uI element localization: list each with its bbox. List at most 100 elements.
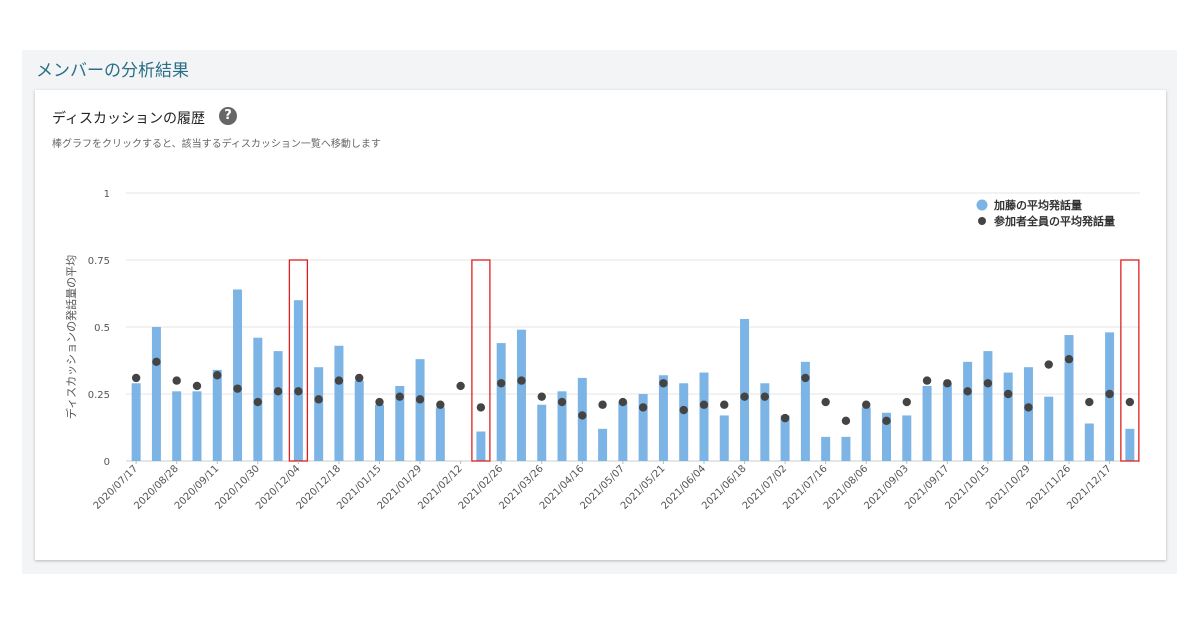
- dot-2021/04/16: [578, 411, 587, 420]
- dot-2021/02/05: [436, 400, 445, 409]
- bar-2021/04/09[interactable]: [557, 391, 567, 461]
- bar-2021/07/30[interactable]: [841, 436, 851, 461]
- bar-2021/04/23[interactable]: [598, 428, 608, 461]
- bar-2021/12/24[interactable]: [1125, 428, 1135, 461]
- bar-2021/05/28[interactable]: [679, 383, 689, 461]
- dot-2021/12/24: [1125, 397, 1135, 407]
- bar-2020/12/04[interactable]: [293, 300, 303, 461]
- y-axis-label: ディスカッションの発話量の平均: [64, 255, 78, 419]
- bar-2021/02/19[interactable]: [476, 431, 486, 461]
- dot-2021/10/29: [1024, 403, 1033, 412]
- bar-2021/06/18[interactable]: [740, 318, 750, 461]
- bar-2021/07/09[interactable]: [800, 361, 810, 461]
- dot-2020/12/04: [294, 387, 303, 396]
- bar-2021/05/07[interactable]: [618, 402, 628, 461]
- bar-2020/09/11[interactable]: [212, 369, 222, 461]
- dot-2021/07/30: [841, 416, 851, 425]
- bar-2021/10/08[interactable]: [963, 361, 973, 461]
- dot-2020/09/04: [192, 381, 202, 391]
- bar-2020/07/17[interactable]: [131, 383, 141, 461]
- dot-2021/12/10: [1085, 397, 1094, 407]
- dot-2021/06/18: [740, 392, 749, 401]
- dot-2020/11/06: [273, 387, 283, 396]
- section-title: メンバーの分析結果: [36, 61, 189, 81]
- bar-2021/08/06[interactable]: [861, 407, 871, 461]
- bar-2021/02/26[interactable]: [496, 343, 506, 461]
- bar-2021/05/21[interactable]: [658, 375, 668, 461]
- bar-2021/06/25[interactable]: [760, 383, 770, 461]
- bar-2021/12/10[interactable]: [1084, 423, 1094, 461]
- legend-bar-label: 加藤の平均発話量: [993, 198, 1082, 212]
- dot-2020/07/24: [152, 357, 161, 367]
- dot-2021/09/03: [902, 397, 911, 407]
- bar-2020/11/06[interactable]: [273, 351, 283, 461]
- bar-2021/09/17[interactable]: [942, 383, 952, 461]
- dot-2021/05/07: [618, 397, 628, 407]
- dot-2021/06/25: [760, 392, 770, 401]
- dot-2021/11/26: [1064, 354, 1074, 364]
- bar-2021/01/15[interactable]: [375, 404, 384, 461]
- dot-2021/02/19: [476, 403, 486, 412]
- bar-2021/06/04[interactable]: [699, 372, 709, 461]
- dot-2020/12/11: [314, 395, 323, 404]
- bar-2021/10/29[interactable]: [1023, 367, 1033, 461]
- dot-2020/12/18: [334, 376, 344, 385]
- dot-2020/09/11: [213, 371, 222, 380]
- discussion-history-card: [35, 90, 1166, 560]
- dot-2021/01/29: [415, 395, 425, 404]
- question-circle-icon[interactable]: ?: [219, 107, 237, 125]
- bar-2021/05/14[interactable]: [638, 394, 648, 461]
- bar-2021/10/22[interactable]: [1003, 372, 1013, 461]
- dot-2021/05/21: [659, 379, 668, 388]
- legend-dot-swatch: [978, 217, 986, 225]
- legend-bar-swatch: [976, 199, 988, 211]
- bar-2021/02/05[interactable]: [435, 407, 445, 461]
- dot-2021/08/27: [882, 416, 891, 425]
- bar-2020/12/18[interactable]: [334, 345, 344, 461]
- dot-2021/11/05: [1044, 360, 1053, 369]
- dot-2021/06/04: [699, 400, 709, 409]
- bar-2021/07/16[interactable]: [821, 436, 831, 461]
- bar-2021/01/29[interactable]: [415, 359, 425, 461]
- bar-2021/01/22[interactable]: [395, 385, 405, 461]
- bar-2020/12/11[interactable]: [314, 367, 324, 461]
- dot-2021/07/02: [780, 413, 790, 423]
- dot-2020/07/17: [131, 373, 141, 383]
- dot-2021/05/28: [679, 405, 688, 415]
- bar-2021/06/11[interactable]: [719, 415, 729, 461]
- bar-2021/09/03[interactable]: [902, 415, 912, 461]
- legend-dot-label: 参加者全員の平均発話量: [994, 214, 1115, 228]
- bar-2020/07/24[interactable]: [151, 327, 161, 461]
- dot-2021/08/06: [862, 400, 871, 409]
- dot-2020/09/18: [233, 384, 242, 393]
- dot-2021/02/26: [496, 379, 506, 388]
- highlight-box-2021/12/24: [1120, 259, 1140, 462]
- y-tick-label: 0: [104, 457, 110, 468]
- dot-2021/10/15: [983, 379, 993, 388]
- bar-2021/09/10[interactable]: [922, 385, 932, 461]
- dot-2020/10/30: [253, 397, 263, 407]
- dot-2021/10/22: [1003, 389, 1013, 399]
- y-tick-label: 0.75: [88, 256, 110, 267]
- bar-2021/11/26[interactable]: [1064, 335, 1074, 461]
- dot-2021/01/22: [395, 392, 404, 401]
- bar-2020/08/28[interactable]: [172, 391, 182, 461]
- dot-2021/04/09: [557, 397, 567, 407]
- bar-2021/01/08[interactable]: [354, 380, 364, 461]
- dot-2021/05/14: [638, 403, 648, 412]
- bar-2021/10/15[interactable]: [983, 351, 993, 461]
- bar-2021/03/05[interactable]: [516, 329, 526, 461]
- dot-2020/08/28: [172, 376, 181, 385]
- bar-2021/03/26[interactable]: [537, 404, 547, 461]
- card-subtitle: 棒グラフをクリックすると、該当するディスカッション一覧へ移動します: [52, 139, 381, 150]
- dot-2021/07/16: [821, 397, 830, 407]
- y-tick-label: 0.25: [88, 390, 110, 401]
- bar-2020/09/04[interactable]: [192, 391, 202, 461]
- bar-2021/08/27[interactable]: [882, 412, 891, 461]
- bar-2021/07/02[interactable]: [780, 415, 790, 461]
- bar-2021/11/05[interactable]: [1044, 396, 1054, 461]
- bar-2020/09/18[interactable]: [233, 289, 243, 461]
- dot-2021/09/10: [922, 376, 932, 385]
- y-tick-label: 0.5: [94, 323, 110, 334]
